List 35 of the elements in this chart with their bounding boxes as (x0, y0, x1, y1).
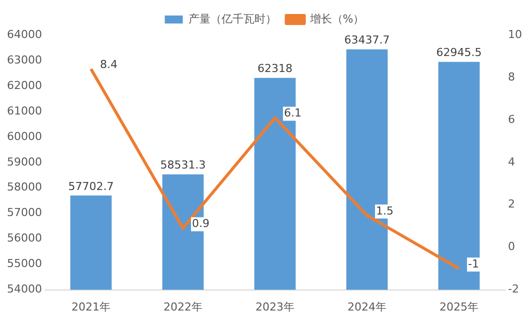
x-tick-label: 2023年 (256, 300, 294, 314)
y-tick-label: 59000 (6, 155, 42, 168)
x-tick-label: 2021年 (71, 300, 110, 314)
data-label: 63437.7 (344, 34, 390, 47)
y2-tick-label: -2 (508, 282, 519, 296)
x-tick-label: 2022年 (163, 300, 202, 314)
data-label: -1 (468, 257, 479, 270)
y-tick-label: 58000 (6, 180, 42, 194)
data-label: 1.5 (376, 204, 394, 218)
y2-tick-label: 10 (508, 28, 522, 41)
legend-label: 产量（亿千瓦时） (188, 12, 276, 26)
data-label: 0.9 (192, 217, 210, 230)
data-label: 6.1 (284, 106, 302, 120)
y-tick-label: 64000 (6, 28, 42, 41)
y-tick-label: 61000 (6, 104, 42, 118)
y-tick-label: 63000 (6, 53, 42, 66)
data-label: 57702.7 (68, 180, 114, 193)
data-label: 62318 (258, 62, 292, 76)
y2-tick-label: 4 (508, 155, 516, 168)
y-tick-label: 60000 (6, 130, 42, 143)
y2-tick-label: 6 (508, 112, 516, 126)
y2-tick-label: 0 (508, 240, 516, 254)
y-tick-label: 55000 (6, 257, 42, 270)
y-tick-label: 62000 (6, 78, 42, 92)
data-label: 58531.3 (160, 158, 206, 172)
y-tick-label: 56000 (6, 232, 42, 245)
x-tick-label: 2024年 (348, 300, 386, 314)
legend-label: 增长（%） (308, 12, 364, 26)
y-tick-label: 54000 (6, 282, 42, 296)
y2-tick-label: 2 (508, 198, 516, 211)
data-label: 8.4 (100, 58, 118, 71)
data-label: 62945.5 (436, 46, 482, 60)
y-tick-label: 57000 (6, 206, 42, 220)
y2-tick-label: 8 (508, 70, 516, 84)
x-tick-label: 2025年 (440, 300, 478, 314)
